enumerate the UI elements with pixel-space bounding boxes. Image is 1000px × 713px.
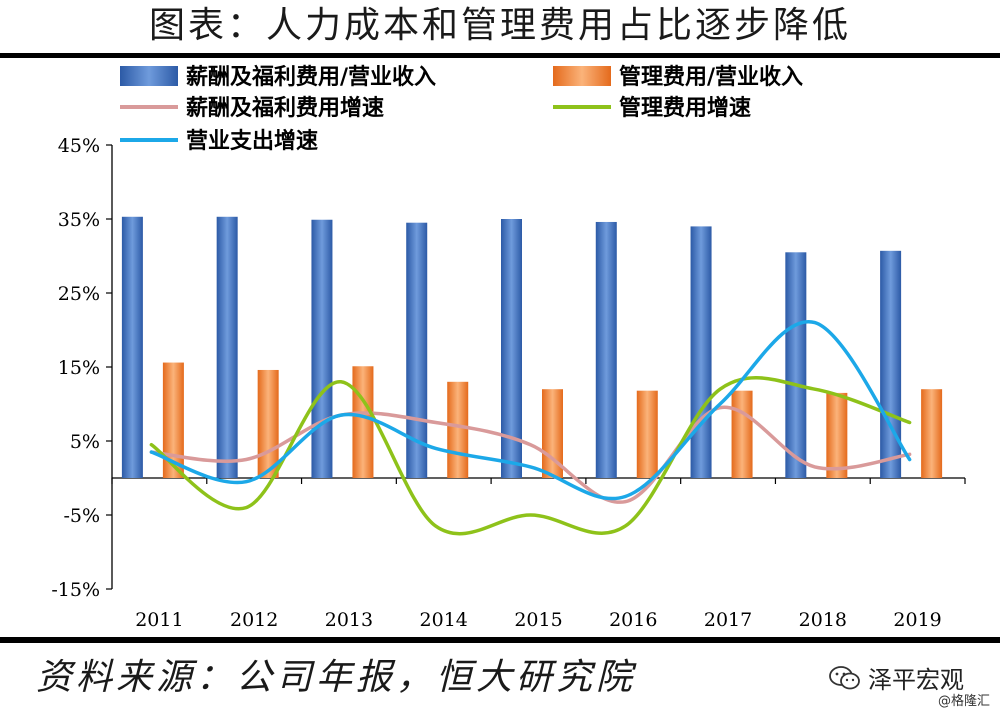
legend-label: 薪酬及福利费用增速 bbox=[186, 95, 384, 121]
brand: 泽平宏观 bbox=[828, 660, 964, 695]
bar-admin-ratio bbox=[731, 390, 753, 478]
wechat-icon bbox=[829, 665, 860, 689]
bar-salary-ratio bbox=[121, 216, 143, 478]
legend-swatch bbox=[120, 66, 178, 86]
bar-salary-ratio bbox=[785, 252, 807, 478]
lines bbox=[149, 319, 912, 536]
source-note: 资料来源：公司年报，恒大研究院 bbox=[36, 657, 637, 698]
y-tick-label: 15% bbox=[58, 357, 100, 379]
x-tick-label: 2019 bbox=[893, 609, 941, 631]
legend-item-admin-ratio: 管理费用/营业收入 bbox=[553, 64, 803, 90]
bar-admin-ratio bbox=[257, 369, 279, 478]
bar-admin-ratio bbox=[826, 392, 848, 478]
line-salary-growth bbox=[149, 405, 912, 504]
y-tick-label: 35% bbox=[58, 209, 100, 231]
x-tick-label: 2012 bbox=[230, 609, 278, 631]
x-tick-label: 2014 bbox=[420, 609, 468, 631]
legend-swatch bbox=[553, 66, 611, 86]
bar-admin-ratio bbox=[162, 362, 184, 478]
axes: 45% 35% 25% 15% 5% -5% -15% bbox=[51, 135, 966, 601]
bar-salary-ratio bbox=[880, 250, 902, 478]
legend-label: 管理费用/营业收入 bbox=[619, 64, 803, 90]
bar-salary-ratio bbox=[406, 222, 428, 478]
x-tick-label: 2016 bbox=[609, 609, 657, 631]
x-tick-label: 2015 bbox=[514, 609, 562, 631]
legend-item-admin-growth: 管理费用增速 bbox=[553, 95, 751, 121]
watermark: @格隆汇 bbox=[937, 694, 990, 709]
bar-salary-ratio bbox=[501, 219, 522, 478]
chart-title: 图表：人力成本和管理费用占比逐步降低 bbox=[148, 5, 851, 46]
legend-item-salary-ratio: 薪酬及福利费用/营业收入 bbox=[120, 64, 436, 90]
bar-admin-ratio bbox=[921, 389, 943, 478]
bar-admin-ratio bbox=[636, 390, 658, 478]
x-tick-label: 2013 bbox=[325, 609, 373, 631]
y-tick-label: 25% bbox=[58, 283, 100, 305]
y-tick-label: 5% bbox=[70, 431, 100, 453]
bar-admin-ratio bbox=[352, 366, 374, 478]
legend-label: 管理费用增速 bbox=[619, 95, 751, 121]
x-tick-label: 2011 bbox=[135, 609, 183, 631]
bars bbox=[121, 216, 943, 479]
y-tick-label: -5% bbox=[63, 505, 100, 527]
footer-rule bbox=[0, 637, 1000, 643]
x-tick-label: 2018 bbox=[799, 609, 847, 631]
legend-label: 薪酬及福利费用/营业收入 bbox=[186, 64, 436, 90]
bar-salary-ratio bbox=[690, 226, 712, 478]
brand-name: 泽平宏观 bbox=[868, 666, 964, 694]
y-tick-label: -15% bbox=[51, 579, 100, 601]
title-rule bbox=[0, 53, 1000, 58]
y-tick-label: 45% bbox=[58, 135, 100, 157]
legend-label: 营业支出增速 bbox=[186, 128, 318, 154]
bar-admin-ratio bbox=[447, 381, 469, 478]
legend-item-salary-growth: 薪酬及福利费用增速 bbox=[120, 95, 384, 121]
bar-salary-ratio bbox=[311, 219, 333, 479]
bar-salary-ratio bbox=[216, 216, 238, 478]
line-admin-growth bbox=[149, 375, 912, 536]
line-opex-growth bbox=[149, 319, 912, 501]
legend-item-opex-growth: 营业支出增速 bbox=[120, 128, 318, 154]
x-tick-labels: 2011 2012 2013 2014 2015 2016 2017 2018 2019 bbox=[135, 609, 942, 631]
x-tick-label: 2017 bbox=[704, 609, 752, 631]
bar-salary-ratio bbox=[595, 221, 617, 478]
